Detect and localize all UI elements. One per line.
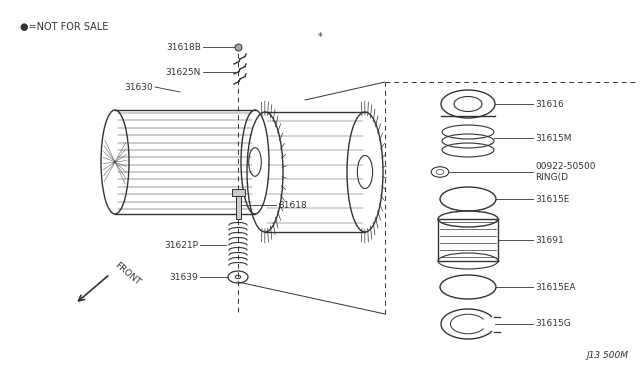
- Text: FRONT: FRONT: [113, 261, 142, 287]
- Text: 31615EA: 31615EA: [535, 282, 575, 292]
- Text: 31616: 31616: [535, 99, 564, 109]
- Text: *: *: [318, 32, 323, 42]
- Text: 31618B: 31618B: [166, 42, 201, 51]
- Text: 31625N: 31625N: [166, 67, 201, 77]
- Text: 31691: 31691: [535, 235, 564, 244]
- Text: 31615G: 31615G: [535, 320, 571, 328]
- Text: 31615E: 31615E: [535, 195, 570, 203]
- Text: J13 500M: J13 500M: [586, 351, 628, 360]
- Bar: [232, 189, 244, 196]
- Text: 31630: 31630: [124, 83, 153, 92]
- Text: ●=NOT FOR SALE: ●=NOT FOR SALE: [20, 22, 108, 32]
- Text: 00922-50500
RING(D: 00922-50500 RING(D: [535, 162, 595, 182]
- Text: 31621P: 31621P: [164, 241, 198, 250]
- Bar: [236, 191, 241, 219]
- Text: 31639: 31639: [169, 273, 198, 282]
- Text: 31618: 31618: [278, 201, 307, 209]
- Text: 31615M: 31615M: [535, 134, 572, 142]
